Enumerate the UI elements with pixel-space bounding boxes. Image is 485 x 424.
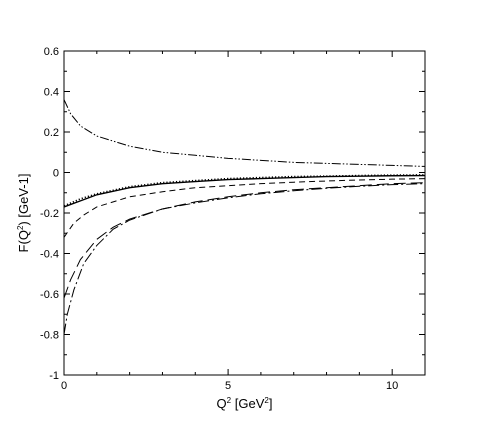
y-tick-label: 0.6	[44, 46, 59, 58]
y-axis-label: F(Q2) [GeV-1]	[16, 174, 31, 253]
y-tick-label: 0.2	[44, 127, 59, 139]
series-line-6	[63, 183, 426, 335]
y-tick-label: -0.4	[40, 249, 59, 261]
plot-frame	[63, 50, 426, 376]
series-line-1	[63, 99, 426, 167]
y-tick-label: -0.6	[40, 289, 59, 301]
x-axis-label: Q2 [GeV2]	[217, 396, 273, 411]
tick-layer: -1 -0.8 -0.6 -0.4 -0.2 0 0.2 0.4 0.6 0 5 10	[40, 46, 425, 392]
y-tick-label: -1	[49, 370, 59, 382]
x-tick-label: 5	[225, 380, 231, 392]
x-tick-label: 10	[386, 380, 398, 392]
x-tick-label: 0	[61, 380, 67, 392]
y-tick-label: 0.4	[44, 87, 59, 99]
series-line-5	[63, 182, 426, 299]
series-line-3	[63, 174, 426, 207]
y-tick-label: 0	[53, 168, 59, 180]
y-tick-label: -0.2	[40, 208, 59, 220]
y-tick-label: -0.8	[40, 330, 59, 342]
series-line-4	[63, 178, 426, 238]
series-layer	[63, 99, 426, 335]
series-line-2	[63, 174, 426, 208]
